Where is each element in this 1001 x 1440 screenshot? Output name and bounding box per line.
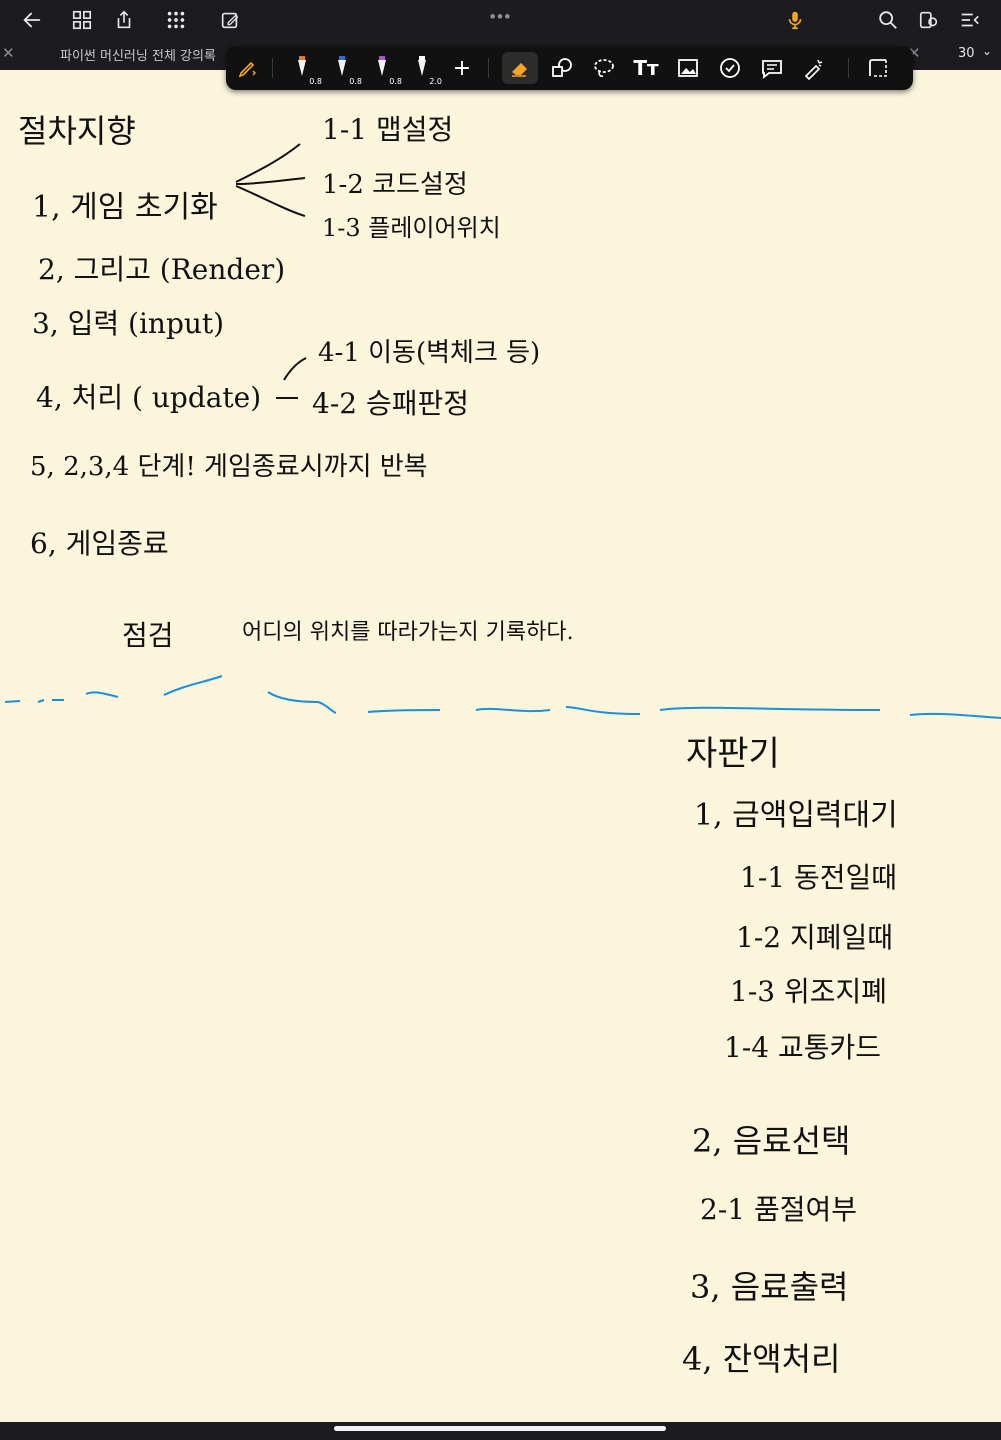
heading-vending-machine: 자판기 [686,734,780,774]
footer-check-label: 점검 [122,619,174,652]
home-indicator-area [0,1422,1001,1440]
image-icon[interactable] [672,52,704,84]
vm-item-3: 3, 음료출력 [690,1268,849,1306]
apps-icon[interactable] [162,6,190,34]
sticker-icon[interactable] [714,52,746,84]
edit-document-icon[interactable] [216,6,244,34]
laser-pointer-icon[interactable] [798,52,830,84]
note-page[interactable]: 절차지향 1, 게임 초기화 2, 그리고 (Render) 3, 입력 (in… [0,70,1001,1422]
lasso-icon[interactable] [588,52,620,84]
vm-item-4: 4, 잔액처리 [682,1340,841,1378]
top-item-5: 5, 2,3,4 단계! 게임종료시까지 반복 [30,452,428,482]
sub-item-4-1: 4-1 이동(벽체크 등) [318,338,541,368]
handwriting-strokes [4,143,1001,719]
shapes-icon[interactable] [546,52,578,84]
vm-item-1-2: 1-2 지폐일때 [736,921,894,954]
pen-2-icon[interactable]: 0.8 [326,52,362,86]
top-item-6: 6, 게임종료 [30,527,169,560]
sub-item-1-1: 1-1 맵설정 [322,113,454,146]
grid-view-icon[interactable] [68,6,96,34]
snip-icon[interactable] [862,52,894,84]
add-pen-button[interactable]: + [452,55,472,81]
search-icon[interactable] [874,6,902,34]
vm-item-2-1: 2-1 품절여부 [700,1193,858,1226]
toolbar-divider [272,58,273,78]
eraser-icon[interactable] [502,52,538,84]
top-item-2: 2, 그리고 (Render) [38,253,286,286]
vm-item-1-1: 1-1 동전일때 [740,861,898,894]
vm-item-2: 2, 음료선택 [692,1122,851,1160]
vm-item-1-4: 1-4 교통카드 [724,1031,882,1064]
pen-toolbar: 0.8 0.8 0.8 2.0 + Tт [226,46,913,90]
top-item-3: 3, 입력 (input) [32,307,225,340]
pen-1-icon[interactable]: 0.8 [286,52,322,86]
top-bar [0,0,1001,40]
pen-3-icon[interactable]: 0.8 [366,52,402,86]
sub-item-1-3: 1-3 플레이어위치 [322,214,501,242]
microphone-icon[interactable] [781,6,809,34]
sub-item-1-2: 1-2 코드설정 [322,170,468,200]
comment-icon[interactable] [756,52,788,84]
top-item-1: 1, 게임 초기화 [32,190,218,225]
top-item-4: 4, 처리 ( update) [36,381,262,414]
sub-item-4-2: 4-2 승패판정 [312,387,470,420]
share-icon[interactable] [110,6,138,34]
chevron-down-icon[interactable]: ⌄ [982,44,993,58]
pencil-ai-icon[interactable] [232,52,264,84]
page-number[interactable]: 30 [958,46,975,61]
settings-icon[interactable] [915,6,943,34]
toolbar-divider [488,58,489,78]
vm-item-1-3: 1-3 위조지폐 [730,975,888,1008]
footer-check-note: 어디의 위치를 따라가는지 기록하다. [242,620,574,645]
heading-procedural: 절차지향 [18,112,136,150]
home-indicator[interactable] [334,1426,666,1431]
more-dots-icon[interactable] [486,6,514,34]
back-arrow-icon[interactable] [18,6,46,34]
vm-item-1: 1, 금액입력대기 [694,798,898,833]
toolbar-divider [848,58,849,78]
tab-title[interactable]: 파이썬 머신러닝 전체 강의록 [60,49,216,64]
collapse-icon[interactable] [956,6,984,34]
tab-close-icon[interactable]: ✕ [2,44,15,62]
text-tool-icon[interactable]: Tт [633,56,659,80]
pen-4-icon[interactable]: 2.0 [406,52,442,86]
